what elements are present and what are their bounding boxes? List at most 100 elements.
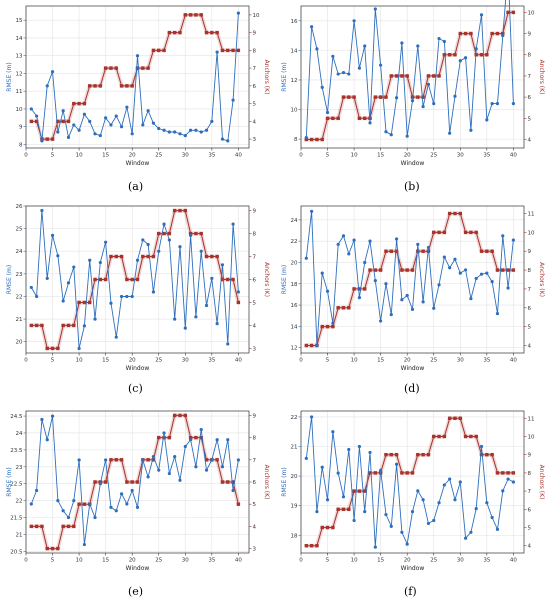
rmse-point [363,509,367,514]
y-left-tick-label: 21 [16,532,23,538]
rmse-point [183,326,187,330]
anchors-point [447,416,452,420]
chart-panel-a: 0 5 10 15 20 25 30 35 40 8 9 10 11 12 13 14 15 3 4 5 6 7 8 9 10 W… [0,0,275,170]
anchors-point [172,413,177,418]
y-left-tick-label: 12 [291,78,298,84]
anchors-point [77,101,81,106]
anchors-point [93,277,97,282]
rmse-point [72,123,76,127]
anchors-point [231,480,235,484]
anchors-point [485,452,489,457]
rmse-point [157,249,161,253]
y-left-tick-label: 14 [16,36,23,42]
anchors-point [437,74,441,78]
x-tick-label: 40 [235,153,242,159]
y-left-tick-label: 23.5 [10,448,23,454]
anchors-point [352,287,356,291]
chart-panel-e: 0 5 10 15 20 25 30 35 40 20.5 21 21.5 22 22.5 23 23.5 24… [0,405,275,575]
rmse-point [347,252,351,256]
y-left-tick-label: 14 [291,48,298,54]
x-tick-label: 20 [404,153,411,159]
rmse-point [204,468,209,472]
anchors-point [157,231,161,236]
y-left-tick-label: 11 [16,89,23,95]
anchors-point [458,31,462,36]
x-tick-label: 30 [182,358,189,364]
x-tick-label: 25 [155,558,162,564]
anchors-point [204,254,209,259]
rmse-point [40,208,44,213]
rmse-point [40,139,44,143]
rmse-point [363,260,367,265]
rmse-point [400,41,404,45]
rmse-point [50,414,55,418]
rmse-point [204,128,209,132]
rmse-point [442,483,446,487]
anchors-point [114,254,118,259]
rmse-point [368,121,372,125]
caption-c: (c) [128,382,143,395]
y-left-axis-label: RMSE (m) [281,467,288,496]
anchors-point [167,435,172,440]
anchors-point [405,74,409,78]
anchors-point [320,324,324,329]
rmse-point [109,123,113,127]
anchors-point [479,53,484,57]
rmse-point [453,257,457,261]
y-right-tick-label: 7 [253,458,257,464]
rmse-point [363,44,367,48]
x-tick-label: 0 [24,358,28,364]
rmse-point [479,13,484,17]
y-right-tick-label: 5 [253,502,257,508]
rmse-point [167,238,171,242]
anchors-point [416,95,420,99]
rmse-point [183,444,187,449]
y-right-tick-label: 4 [253,524,257,530]
rmse-point [495,527,500,531]
rmse-point [437,283,441,287]
rmse-point [336,471,340,475]
x-tick-label: 15 [102,358,109,364]
rmse-point [220,263,225,267]
anchors-point [378,95,383,99]
rmse-point [310,209,314,213]
rmse-point [66,135,71,139]
anchors-point [50,346,55,351]
anchors-point [304,137,309,142]
anchors-point [56,546,60,551]
rmse-point [490,280,494,284]
anchors-point [474,230,478,235]
rmse-point [448,131,452,135]
x-tick-label: 15 [377,558,384,564]
anchors-point [178,208,182,213]
rmse-point [463,56,468,60]
anchors-point [125,84,129,88]
y-left-tick-label: 14 [291,324,298,330]
rmse-point [104,116,108,120]
y-right-axis-label: Anchors (K) [538,262,545,297]
rmse-point [421,498,425,502]
plot-frame [25,5,250,149]
anchors-point [56,119,60,124]
anchors-point [432,230,436,235]
y-right-tick-label: 11 [528,416,535,422]
anchors-point [495,268,500,272]
anchors-point [357,116,362,121]
y-left-tick-label: 24 [16,249,23,255]
plot-frame [300,5,525,149]
rmse-series-line [30,415,239,545]
x-tick-label: 30 [457,153,464,159]
rmse-point [210,119,214,123]
anchors-point [442,53,447,57]
x-tick-label: 25 [155,153,162,159]
rmse-point [82,324,87,328]
anchors-point [146,66,150,70]
anchors-point [130,277,134,282]
rmse-point [352,518,356,523]
x-tick-label: 30 [182,153,189,159]
anchors-point [157,435,161,440]
rmse-point [236,458,240,462]
rmse-point [162,222,166,226]
rmse-point [40,417,44,422]
anchors-point [410,268,415,272]
